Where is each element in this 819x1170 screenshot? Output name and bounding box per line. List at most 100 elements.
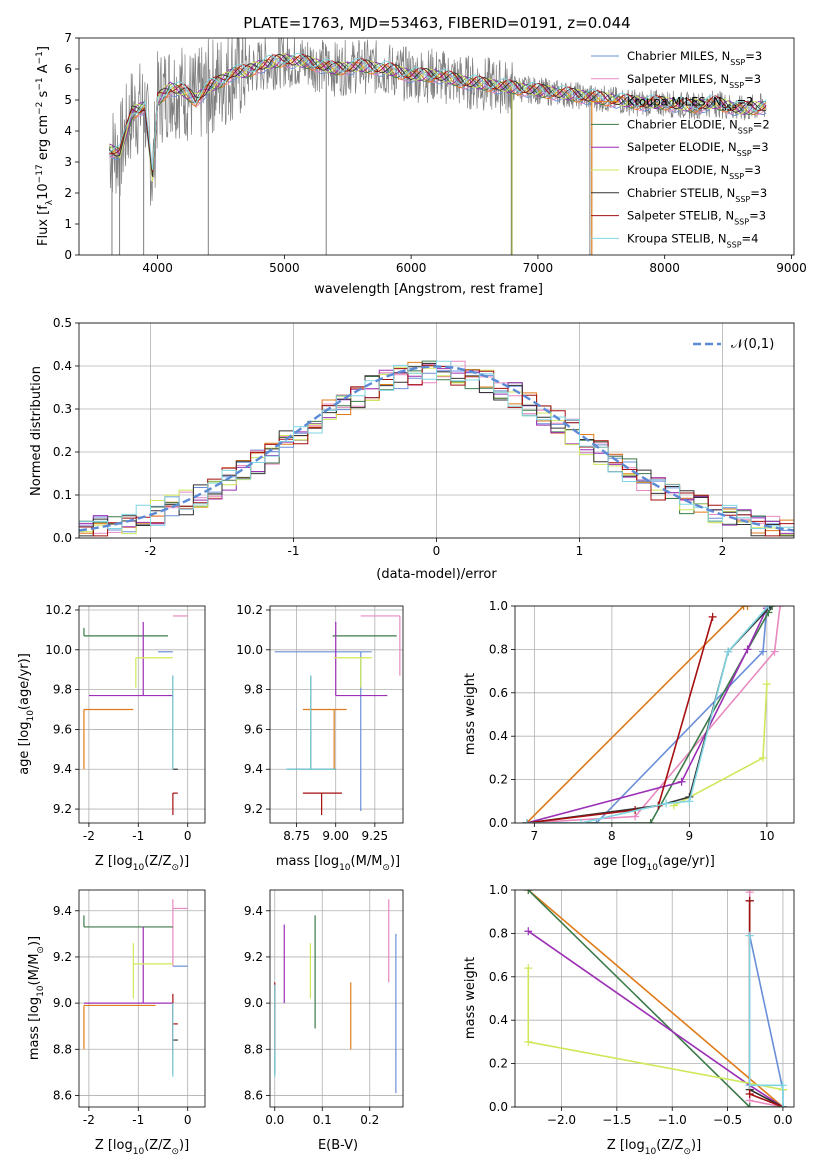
label-part: erg cm [36, 115, 51, 164]
plot-area [109, 38, 767, 255]
cumulative-line-salpeter-elodie [526, 607, 768, 823]
label-part: age [log [593, 854, 646, 869]
label-part: 10 [26, 710, 36, 722]
legend-entry-chabrier-miles: Chabrier MILES, NSSP=3 [627, 49, 762, 67]
y-tick-label: 8.8 [53, 1042, 72, 1056]
label-part: )] [390, 854, 400, 869]
legend-subscript: SSP [738, 126, 753, 135]
y-axis-label: mass weight [463, 673, 478, 755]
cumulative-line-kroupa-stelib [526, 606, 769, 823]
x-tick-label: −0.5 [713, 1113, 742, 1127]
y-tick-label: 0.0 [53, 531, 72, 545]
x-tick-label: 0 [184, 1113, 192, 1127]
y-tick-label: 7 [64, 31, 72, 45]
y-axis-label: mass [log10(M/M⊙)] [27, 936, 46, 1060]
y-tick-label: 10.2 [236, 603, 263, 617]
label-part: (age/yr)] [17, 653, 32, 710]
x-tick-label: -1 [132, 829, 144, 843]
legend-text: Salpeter MILES, N [627, 72, 729, 86]
x-tick-label: -2 [83, 829, 95, 843]
label-part: Z [log [95, 854, 133, 869]
cumulative-marker-salpeter-stelib [745, 1089, 754, 1098]
legend-text: Salpeter STELIB, N [627, 209, 734, 223]
axes-frame [514, 889, 795, 1108]
label-part: 10 [36, 183, 51, 200]
normal-distribution-curve [79, 365, 794, 532]
y-tick-label: 0.5 [53, 316, 72, 330]
cumulative-marker-kroupa-stelib [778, 1081, 787, 1090]
x-tick-label: 0.1 [313, 1113, 332, 1127]
cumulative-marker-kroupa-elodie [759, 753, 767, 762]
legend-text: Kroupa STELIB, N [627, 231, 727, 245]
x-tick-label: 8 [608, 829, 616, 843]
y-tick-label: 9.2 [53, 802, 72, 816]
y-tick-label: 10.0 [236, 643, 263, 657]
label-part: −1 [35, 51, 45, 64]
x-axis-label: (data-model)/error [376, 567, 497, 582]
model-spectrum-salpeter-stelib [109, 54, 767, 172]
cumulative-line-kroupa-stelib [748, 935, 784, 1107]
cumulative-marker-kroupa-miles [739, 606, 748, 610]
y-tick-label: 0.4 [489, 1013, 508, 1027]
age-vs-mass-panel: 8.75 9.00 9.25 9.2 9.4 9.6 9.8 10.0 10.2 mass [lo… [236, 603, 404, 873]
y-tick-label: 9.2 [244, 802, 263, 816]
x-tick-label: -2 [145, 544, 157, 558]
x-axis-label: Z [log10(Z/Z⊙)] [607, 1138, 701, 1157]
label-part: −2 [35, 102, 45, 115]
y-tick-label: 9.8 [53, 683, 72, 697]
y-tick-label: 0.0 [489, 816, 508, 830]
label-part: mass [log [276, 854, 339, 869]
x-tick-label: 7 [531, 829, 539, 843]
label-part: )] [179, 1138, 189, 1153]
axes-frame [269, 889, 404, 1108]
x-tick-label: 8.75 [283, 829, 310, 843]
cumulative-line-salpeter-miles [748, 892, 784, 1107]
model-spectrum-chabrier-stelib [109, 53, 767, 177]
axes-frame [269, 605, 404, 824]
legend-text: Kroupa MILES, N [627, 95, 722, 109]
legend-entry-salpeter-stelib: Salpeter STELIB, NSSP=3 [627, 209, 766, 227]
y-axis-label: Normed distribution [29, 366, 44, 496]
y-tick-label: 0.2 [489, 1057, 508, 1071]
cumulative-marker-chabrier-miles [759, 647, 767, 656]
axes: 7 8 9 10 0.0 0.2 0.4 0.6 0.8 1.0 [489, 599, 795, 843]
cumulative-line-chabrier-miles [748, 900, 784, 1107]
y-tick-label: 1.0 [489, 883, 508, 897]
axes: 0.0 0.1 0.2 8.6 8.8 9.0 9.2 9.4 [244, 889, 404, 1127]
label-part: ⊙ [382, 863, 390, 873]
cumulative-line-kroupa-miles [527, 890, 784, 1107]
cumulative-marker-salpeter-stelib [708, 612, 717, 621]
model-spectrum-kroupa-stelib [109, 52, 767, 170]
label-part: 10 [133, 1147, 145, 1157]
cumulative-line-salpeter-elodie [527, 930, 784, 1107]
legend-entry-salpeter-miles: Salpeter MILES, NSSP=3 [627, 72, 761, 90]
x-tick-label: 9.00 [322, 829, 349, 843]
cumulative-line-chabrier-elodie [527, 890, 783, 1107]
label-part: 10 [36, 985, 46, 997]
y-tick-label: 9.0 [244, 996, 263, 1010]
y-tick-label: 0.1 [53, 488, 72, 502]
y-axis-label: mass weight [463, 957, 478, 1039]
cumulative-line-salpeter-stelib [748, 900, 784, 1107]
y-tick-label: 3 [64, 155, 72, 169]
x-tick-label: 7000 [523, 261, 554, 275]
label-part: −1 [35, 77, 45, 90]
axes: -2 -1 0 1 2 0.0 0.1 0.2 0.3 0.4 0.5 [53, 316, 795, 558]
cumulative-line-kroupa-miles [526, 606, 748, 823]
legend-entry-chabrier-elodie: Chabrier ELODIE, NSSP=2 [627, 117, 770, 135]
x-tick-label: 9.25 [361, 829, 388, 843]
plot-area [274, 615, 401, 816]
legend-text: Chabrier MILES, N [627, 49, 730, 63]
model-spectrum-kroupa-elodie [109, 53, 767, 182]
label-part: )] [691, 1138, 701, 1153]
cumulative-marker-kroupa-elodie [524, 1037, 533, 1046]
x-tick-label: 1 [576, 544, 584, 558]
cumulative-marker-salpeter-stelib [745, 896, 754, 905]
legend-subscript: SSP [737, 149, 752, 158]
cumulative-line-kroupa-elodie [527, 968, 784, 1091]
cumulative-marker-kroupa-stelib [778, 1103, 787, 1107]
grid [79, 890, 205, 1107]
y-tick-label: 9.8 [244, 683, 263, 697]
